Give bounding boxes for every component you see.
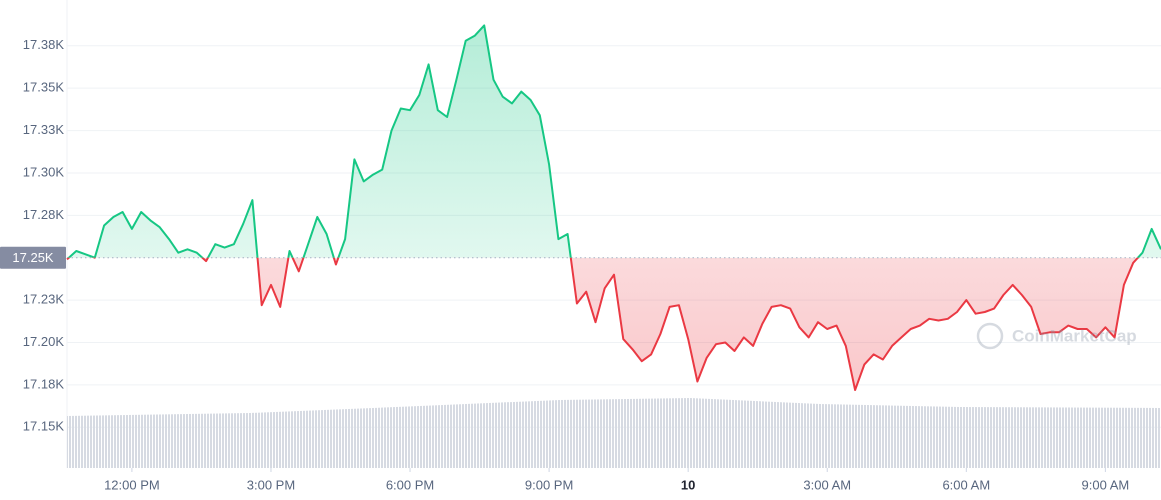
watermark-text: CoinMarketCap <box>1012 326 1137 345</box>
watermark: CoinMarketCap <box>976 322 1137 350</box>
y-tick-label: 17.33K <box>23 122 65 137</box>
y-tick-label: 17.35K <box>23 80 65 95</box>
y-tick-label: 17.15K <box>23 419 65 434</box>
y-tick-label: 17.38K <box>23 37 65 52</box>
y-tick-label: 17.30K <box>23 164 65 179</box>
baseline-label-box <box>0 246 66 269</box>
y-tick-label: 17.28K <box>23 207 65 222</box>
y-tick-label: 17.18K <box>23 376 65 391</box>
x-tick-label: 12:00 PM <box>104 477 160 492</box>
baseline-label: 17.25K <box>12 250 54 265</box>
y-tick-label: 17.20K <box>23 334 65 349</box>
x-tick-label: 6:00 AM <box>942 477 990 492</box>
labels: 17.15K 17.18K 17.20K 17.23K 17.28K 17.30K 17.3… <box>0 37 1129 492</box>
x-tick-label: 10 <box>681 477 695 492</box>
area-down <box>67 257 1138 390</box>
price-line <box>66 24 1161 391</box>
area <box>67 25 1161 390</box>
x-tick-label: 3:00 PM <box>247 477 295 492</box>
area-up <box>67 25 1161 258</box>
x-tick-label: 9:00 AM <box>1082 477 1130 492</box>
volume-bars <box>67 398 1161 468</box>
x-tick-label: 3:00 AM <box>803 477 851 492</box>
x-tick-label: 9:00 PM <box>525 477 573 492</box>
watermark-logo <box>976 322 1004 350</box>
y-tick-label: 17.23K <box>23 292 65 307</box>
x-tick-label: 6:00 PM <box>386 477 434 492</box>
line-down <box>66 257 1140 391</box>
line-up <box>67 24 1161 258</box>
